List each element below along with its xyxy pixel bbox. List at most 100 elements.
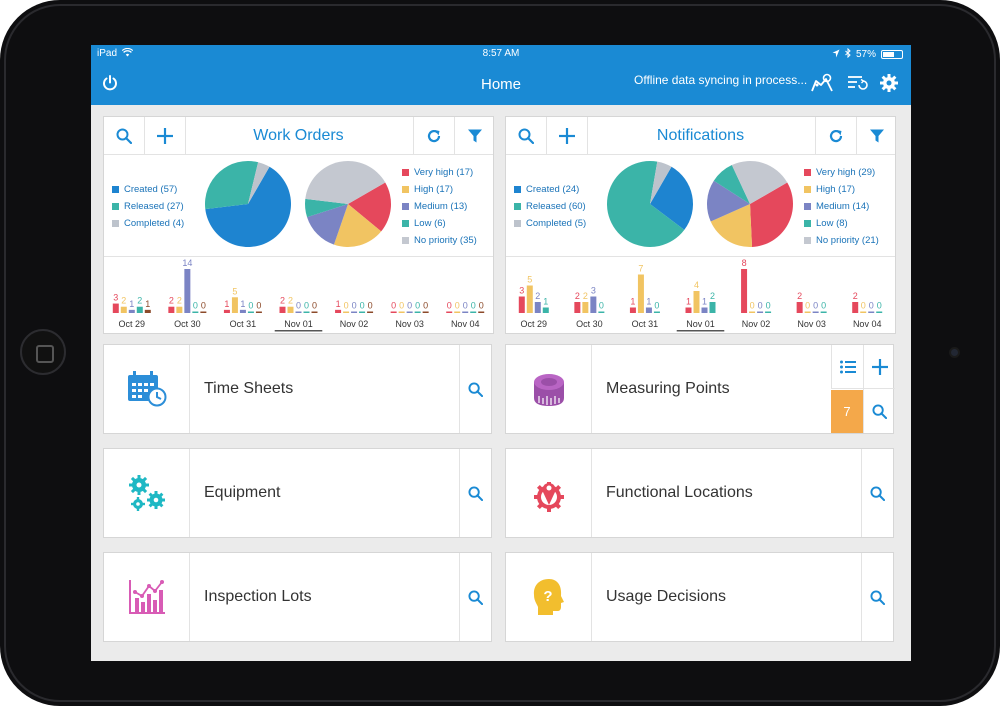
notifications-search-icon[interactable] xyxy=(506,117,546,155)
bar[interactable] xyxy=(279,306,286,313)
pie-slice-4[interactable] xyxy=(305,161,386,204)
bar[interactable] xyxy=(446,311,453,314)
measuring-points-count-badge[interactable]: 7 xyxy=(831,390,863,433)
bar[interactable] xyxy=(422,311,429,314)
work-orders-search-icon[interactable] xyxy=(104,117,144,155)
bar[interactable] xyxy=(526,285,533,314)
home-button[interactable] xyxy=(20,329,66,375)
bar[interactable] xyxy=(590,296,597,314)
bar[interactable] xyxy=(749,311,756,314)
bar[interactable] xyxy=(812,311,819,314)
bar[interactable] xyxy=(343,311,350,314)
bar[interactable] xyxy=(231,297,238,313)
bar[interactable] xyxy=(629,307,636,314)
work-orders-status-pie[interactable] xyxy=(204,160,292,248)
pie-slice-4[interactable] xyxy=(731,161,788,204)
work-orders-filter-icon[interactable] xyxy=(455,117,495,155)
pie-slice-0[interactable] xyxy=(750,182,793,247)
bar[interactable] xyxy=(685,307,692,314)
work-orders-refresh-icon[interactable] xyxy=(414,117,454,155)
bar[interactable] xyxy=(335,309,342,313)
time-sheets-search-icon[interactable] xyxy=(459,345,491,433)
bar[interactable] xyxy=(574,302,581,313)
notifications-refresh-icon[interactable] xyxy=(816,117,856,155)
bar[interactable] xyxy=(112,303,119,313)
bar[interactable] xyxy=(470,311,477,314)
bar[interactable] xyxy=(311,311,318,314)
notifications-filter-icon[interactable] xyxy=(857,117,897,155)
bar[interactable] xyxy=(168,306,175,313)
pie-slice-1[interactable] xyxy=(205,161,259,210)
bar[interactable] xyxy=(255,311,262,314)
bar[interactable] xyxy=(176,306,183,313)
usage-decisions-tile[interactable]: ? Usage Decisions xyxy=(505,552,894,642)
pie-slice-2[interactable] xyxy=(650,161,672,204)
bar[interactable] xyxy=(868,311,875,314)
bar[interactable] xyxy=(518,296,525,314)
bar[interactable] xyxy=(462,311,469,314)
pie-slice-1[interactable] xyxy=(607,161,685,247)
bar[interactable] xyxy=(876,311,883,314)
bar[interactable] xyxy=(351,311,358,314)
bar[interactable] xyxy=(534,302,541,313)
sync-list-icon[interactable] xyxy=(844,70,870,96)
bar[interactable] xyxy=(287,306,294,313)
bar[interactable] xyxy=(701,307,708,314)
bar[interactable] xyxy=(820,311,827,314)
bar[interactable] xyxy=(709,302,716,313)
equipment-search-icon[interactable] xyxy=(459,449,491,537)
pie-slice-1[interactable] xyxy=(710,204,753,247)
inspection-lots-search-icon[interactable] xyxy=(459,553,491,641)
notifications-status-pie[interactable] xyxy=(606,160,694,248)
bar[interactable] xyxy=(200,311,207,314)
bar[interactable] xyxy=(414,311,421,314)
pie-slice-0[interactable] xyxy=(348,182,391,232)
bar[interactable] xyxy=(796,302,803,313)
bar[interactable] xyxy=(239,309,246,313)
functional-locations-search-icon[interactable] xyxy=(861,449,893,537)
inspection-lots-tile[interactable]: Inspection Lots xyxy=(103,552,492,642)
pie-slice-0[interactable] xyxy=(205,166,291,247)
notifications-priority-pie[interactable] xyxy=(706,160,794,248)
bar[interactable] xyxy=(128,309,135,313)
measuring-points-tile[interactable]: Measuring Points 7 xyxy=(505,344,895,434)
bar[interactable] xyxy=(390,311,397,314)
bar[interactable] xyxy=(860,311,867,314)
pie-slice-2[interactable] xyxy=(248,162,270,204)
bar[interactable] xyxy=(645,307,652,314)
usage-decisions-search-icon[interactable] xyxy=(861,553,893,641)
notifications-add-icon[interactable] xyxy=(547,117,587,155)
equipment-tile[interactable]: Equipment xyxy=(103,448,492,538)
bar[interactable] xyxy=(852,302,859,313)
bar[interactable] xyxy=(406,311,413,314)
bar[interactable] xyxy=(398,311,405,314)
bar[interactable] xyxy=(653,311,660,314)
bar[interactable] xyxy=(359,311,366,314)
bar[interactable] xyxy=(192,311,199,314)
work-orders-add-icon[interactable] xyxy=(145,117,185,155)
bar[interactable] xyxy=(223,309,230,313)
pie-slice-2[interactable] xyxy=(307,204,348,245)
bar[interactable] xyxy=(757,311,764,314)
bar[interactable] xyxy=(295,311,302,314)
pie-slice-2[interactable] xyxy=(707,180,750,222)
power-icon[interactable] xyxy=(97,70,123,96)
pie-slice-3[interactable] xyxy=(713,165,750,204)
time-sheets-tile[interactable]: Time Sheets xyxy=(103,344,492,434)
bar[interactable] xyxy=(741,269,748,313)
work-orders-priority-pie[interactable] xyxy=(304,160,392,248)
bar[interactable] xyxy=(303,311,310,314)
pie-slice-1[interactable] xyxy=(333,204,382,247)
list-icon[interactable] xyxy=(831,345,863,389)
bar[interactable] xyxy=(367,311,374,314)
map-icon[interactable] xyxy=(809,70,835,96)
pie-slice-0[interactable] xyxy=(650,166,693,230)
bar[interactable] xyxy=(804,311,811,314)
measuring-points-search-icon[interactable] xyxy=(863,389,895,433)
bar[interactable] xyxy=(542,307,549,314)
bar[interactable] xyxy=(598,311,605,314)
bar[interactable] xyxy=(247,311,254,314)
bar[interactable] xyxy=(637,274,644,314)
settings-gear-icon[interactable] xyxy=(876,70,902,96)
